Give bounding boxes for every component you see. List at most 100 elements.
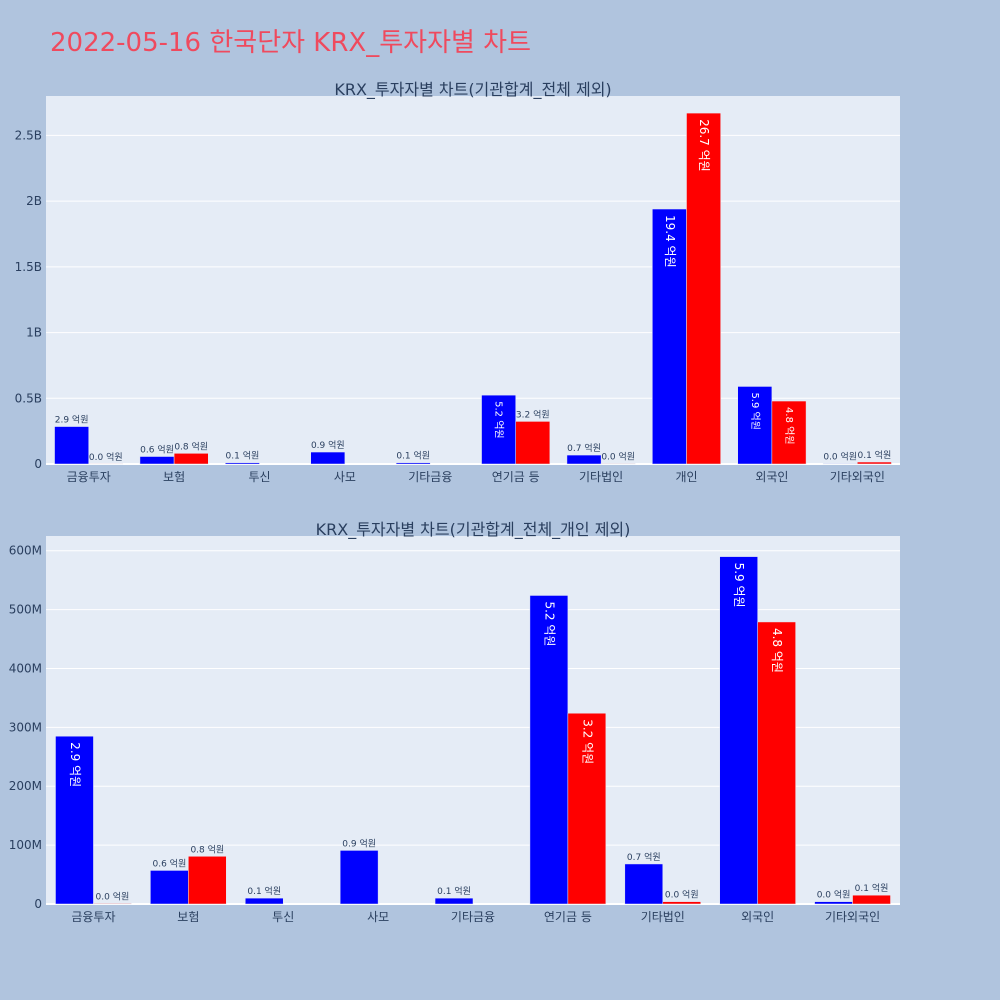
y-tick-label: 0.5B — [15, 391, 42, 405]
data-label: 0.1 억원 — [396, 450, 430, 462]
bar — [93, 903, 132, 905]
data-label: 0.0 억원 — [817, 889, 851, 901]
y-tick-label: 1B — [26, 326, 42, 340]
y-tick-label: 200M — [9, 779, 42, 793]
y-tick-label: 2B — [26, 194, 42, 208]
x-tick-label: 개인 — [675, 470, 697, 484]
data-label: 0.1 억원 — [437, 885, 471, 897]
bar — [566, 454, 602, 465]
x-tick-label: 보험 — [163, 470, 185, 484]
x-tick-label: 기타외국인 — [825, 910, 880, 924]
bar — [225, 462, 260, 465]
y-tick-label: 100M — [9, 838, 42, 852]
x-tick-label: 연기금 등 — [544, 910, 592, 924]
x-tick-label: 보험 — [177, 910, 199, 924]
bar — [529, 595, 569, 905]
x-tick-label: 사모 — [367, 910, 389, 924]
data-label: 0.0 억원 — [601, 450, 635, 462]
data-label: 5.2 억원 — [542, 601, 556, 646]
bar — [55, 735, 94, 905]
data-label: 5.2 억원 — [493, 401, 505, 438]
data-label: 0.8 억원 — [190, 843, 224, 855]
data-label: 0.6 억원 — [152, 857, 186, 869]
chart-top: KRX_투자자별 차트(기관합계_전체 제외) 0 0.5B 1B 1.5B 2B 2.5B… — [15, 80, 900, 484]
x-tick-label: 금융투자 — [67, 470, 111, 484]
bar — [434, 897, 474, 905]
x-tick-label: 기타금융 — [408, 470, 452, 484]
bar — [852, 894, 891, 905]
data-label: 0.0 억원 — [665, 889, 699, 901]
data-label: 0.9 억원 — [342, 837, 376, 849]
x-tick-label: 외국인 — [741, 910, 774, 924]
y-tick-label: 600M — [9, 544, 42, 558]
data-label: 2.9 억원 — [55, 414, 89, 426]
bar — [54, 426, 89, 465]
bar — [150, 870, 189, 905]
x-tick-label: 기타외국인 — [830, 470, 885, 484]
y-tick-label: 0 — [34, 457, 42, 471]
bar — [814, 901, 853, 905]
data-label: 0.6 억원 — [140, 444, 174, 456]
data-label: 3.2 억원 — [516, 408, 550, 420]
x-tick-label: 투신 — [272, 910, 294, 924]
bar — [339, 850, 379, 905]
data-label: 0.0 억원 — [96, 890, 130, 902]
page-title: 2022-05-16 한국단자 KRX_투자자별 차트 — [50, 28, 532, 58]
bar — [245, 897, 284, 905]
data-label: 5.9 억원 — [749, 392, 761, 429]
x-tick-label: 연기금 등 — [492, 470, 540, 484]
data-label: 0.9 억원 — [311, 439, 345, 451]
data-label: 0.0 억원 — [89, 451, 123, 463]
bar — [771, 400, 807, 465]
x-tick-label: 금융투자 — [71, 910, 115, 924]
x-tick-label: 기타금융 — [451, 910, 495, 924]
data-label: 0.7 억원 — [567, 442, 601, 454]
bar — [310, 451, 346, 465]
data-label: 4.8 억원 — [770, 628, 784, 673]
data-label: 5.9 억원 — [732, 563, 746, 608]
y-tick-label: 300M — [9, 720, 42, 734]
bar — [567, 712, 607, 905]
bar — [600, 463, 636, 465]
bar — [757, 621, 796, 905]
bar — [652, 208, 687, 465]
data-label: 0.1 억원 — [858, 449, 892, 461]
bar — [173, 453, 209, 465]
bar — [822, 463, 858, 465]
data-label: 19.4 억원 — [663, 215, 677, 268]
bar — [737, 386, 773, 465]
x-tick-label: 기타법인 — [641, 910, 685, 924]
chart-title: KRX_투자자별 차트(기관합계_전체 제외) — [334, 80, 611, 100]
x-tick-label: 투신 — [248, 470, 270, 484]
bar — [188, 856, 227, 905]
data-label: 0.8 억원 — [174, 440, 208, 452]
chart-bottom: KRX_투자자별 차트(기관합계_전체_개인 제외) 0 100M 200M 300M 4… — [9, 520, 900, 924]
data-label: 26.7 억원 — [697, 119, 711, 172]
y-tick-label: 400M — [9, 661, 42, 675]
data-label: 3.2 억원 — [580, 719, 594, 764]
y-tick-label: 1.5B — [15, 260, 42, 274]
bar — [481, 394, 516, 465]
chart-title: KRX_투자자별 차트(기관합계_전체_개인 제외) — [316, 520, 631, 540]
data-label: 4.8 억원 — [783, 407, 795, 444]
bar — [857, 461, 892, 465]
x-tick-label: 사모 — [334, 470, 356, 484]
bar — [395, 462, 431, 465]
y-tick-label: 0 — [34, 897, 42, 911]
y-tick-label: 500M — [9, 603, 42, 617]
data-label: 0.1 억원 — [247, 885, 281, 897]
data-label: 0.1 억원 — [855, 882, 889, 894]
bar — [515, 421, 551, 465]
x-tick-label: 기타법인 — [579, 470, 623, 484]
data-label: 0.1 억원 — [226, 450, 260, 462]
y-tick-label: 2.5B — [15, 128, 42, 142]
bar — [686, 112, 721, 465]
data-label: 2.9 억원 — [68, 742, 82, 787]
data-label: 0.7 억원 — [627, 851, 661, 863]
bar — [719, 556, 758, 905]
bar — [139, 456, 175, 465]
bar — [624, 863, 664, 905]
data-label: 0.0 억원 — [823, 450, 857, 462]
x-tick-label: 외국인 — [755, 470, 788, 484]
